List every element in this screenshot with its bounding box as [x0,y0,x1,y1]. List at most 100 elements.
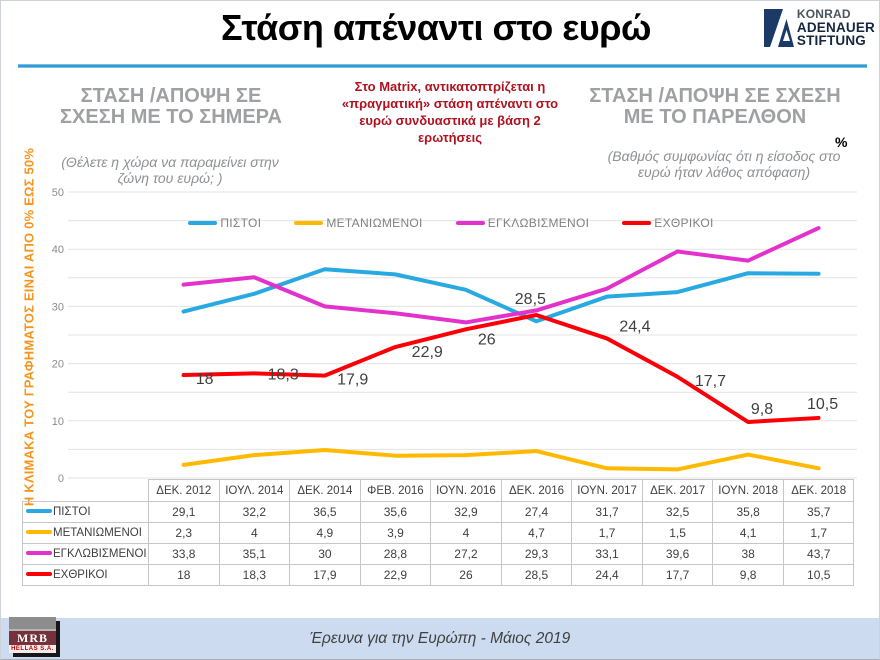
table-cell: 27,2 [430,543,502,565]
table-column-header: ΔΕΚ. 2014 [289,479,361,502]
table-cell: 26 [430,564,502,586]
table-cell: 32,2 [218,501,291,523]
y-tick-label: 40 [52,244,64,256]
mrb-logo: MRB HELLAS S.A. [9,617,56,653]
table-cell: 32,5 [641,501,714,523]
table-cell: 31,7 [571,501,643,523]
table-cell: 33,8 [148,543,220,565]
table-header-row: ΔΕΚ. 2012 ΙΟΥΛ. 2014 ΔΕΚ. 2014 ΦΕΒ. 2016 ΙΟΥ… [23,479,855,502]
data-label: 9,8 [751,401,773,418]
legend-label: ΕΓΚΛΩΒΙΣΜΕΝΟΙ [487,216,590,230]
page-title: Στάση απέναντι στο ευρώ [221,7,651,48]
table-column-header: ΔΕΚ. 2017 [641,479,714,502]
legend-swatch-icon [455,221,485,225]
data-label: 24,4 [619,318,650,335]
table-row-ΕΧΘΡΙΚΟΙ: ΕΧΘΡΙΚΟΙ 18 18,3 17,9 22,9 26 28,5 24,4 17,7 9,8 1… [22,564,855,586]
table-column-header: ΙΟΥΛ. 2014 [218,479,291,502]
data-label: 18 [196,371,214,388]
table-cell: 43,7 [782,543,855,565]
table-cell: 1,7 [571,522,643,544]
legend-item-ΠΙΣΤΟΙ: ΠΙΣΤΟΙ [188,216,261,230]
table-cell: 36,5 [289,501,361,523]
left-panel-title: ΣΤΑΣΗ /ΑΠΟΨΗ ΣΕ ΣΧΕΣΗ ΜΕ ΤΟ ΣΗΜΕΡΑ [60,85,282,128]
table-cell: 29,1 [148,501,220,523]
table-column-header: ΔΕΚ. 2016 [500,479,573,502]
table-cell: 28,8 [359,543,432,565]
series-line-ΠΙΣΤΟΙ [181,267,821,324]
table-column-header: ΔΕΚ. 2012 [148,479,220,502]
mrb-logo-subname: HELLAS S.A. [9,645,56,653]
table-cell: 1,5 [641,522,714,544]
table-cell: 27,4 [500,501,573,523]
table-cell: 39,6 [641,543,714,565]
data-label: 22,9 [412,344,443,361]
data-label: 17,9 [337,372,368,389]
row-swatch-icon [26,529,52,534]
legend-item-ΕΧΘΡΙΚΟΙ: ΕΧΘΡΙΚΟΙ [622,216,713,230]
row-swatch-icon [26,571,52,576]
y-tick-label: 10 [52,416,64,428]
table-cell: 1,7 [782,522,855,544]
y-tick-label: 50 [52,187,64,199]
table-cell: 29,3 [500,543,573,565]
kas-logo-mark-icon [763,9,794,47]
y-tick-label: 20 [52,359,64,371]
kas-brand-line3: STIFTUNG [796,33,866,48]
center-note: Στο Matrix, αντικατοπτρίζεται η «πραγματ… [341,79,559,145]
table-cell: 4,9 [289,522,361,544]
table-cell: 2,3 [148,522,220,544]
table-cell: 4 [430,522,502,544]
table-cell: 28,5 [500,564,573,586]
table-column-header: ΙΟΥΝ. 2017 [571,479,643,502]
data-label: 18,3 [268,366,299,383]
table-cell: 18,3 [218,564,291,586]
table-cell: 3,9 [359,522,432,544]
table-row-ΠΙΣΤΟΙ: ΠΙΣΤΟΙ 29,1 32,2 36,5 35,6 32,9 27,4 31,7 32,5 35… [22,501,855,523]
series-line-ΜΕΤΑΝΙΩΜΕΝΟΙ [181,447,821,472]
table-column-header: ΙΟΥΝ. 2018 [712,479,784,502]
table-cell: 17,7 [641,564,714,586]
kas-brand-line1: KONRAD [796,7,851,21]
table-cell: 22,9 [359,564,432,586]
table-row-label: ΜΕΤΑΝΙΩΜΕΝΟΙ [22,522,149,544]
row-swatch-icon [26,508,52,513]
table-cell: 35,6 [359,501,432,523]
table-cell: 4,1 [712,522,784,544]
table-cell: 33,1 [571,543,643,565]
legend-item-ΜΕΤΑΝΙΩΜΕΝΟΙ: ΜΕΤΑΝΙΩΜΕΝΟΙ [294,216,422,230]
legend-swatch-icon [294,221,324,225]
table-row-label: ΕΓΚΛΩΒΙΣΜΕΝΟΙ [22,543,149,565]
kas-logo-text: KONRAD ADENAUER STIFTUNG [796,7,875,48]
table-row-label: ΕΧΘΡΙΚΟΙ [22,564,149,586]
table-cell: 24,4 [571,564,643,586]
right-panel-subtitle: (Βαθμός συμφωνίας ότι η είσοδος στο ευρώ… [607,148,841,180]
legend-swatch-icon [188,221,218,225]
table-cell: 38 [712,543,784,565]
table-cell: 32,9 [430,501,502,523]
table-cell: 10,5 [782,564,855,586]
table-cell: 35,8 [712,501,784,523]
legend-item-ΕΓΚΛΩΒΙΣΜΕΝΟΙ: ΕΓΚΛΩΒΙΣΜΕΝΟΙ [455,216,590,230]
chart-legend: ΠΙΣΤΟΙ ΜΕΤΑΝΙΩΜΕΝΟΙ ΕΓΚΛΩΒΙΣΜΕΝΟΙ ΕΧΘΡΙΚΟΙ [51,216,851,230]
mrb-logo-band-icon [9,617,56,631]
series-line-ΕΓΚΛΩΒΙΣΜΕΝΟΙ [181,226,821,325]
footer-bar: Έρευνα για την Ευρώπη - Μάιος 2019 [1,618,879,659]
kas-brand-line2: ADENAUER [796,20,875,35]
table-column-header: ΙΟΥΝ. 2016 [430,479,502,502]
mrb-logo-name: MRB [9,631,56,645]
table-column-header: ΦΕΒ. 2016 [359,479,432,502]
y-tick-label: 30 [52,301,64,313]
table-cell: 35,1 [218,543,291,565]
kas-logo: KONRAD ADENAUER STIFTUNG [763,7,875,48]
table-row-label: ΠΙΣΤΟΙ [22,501,149,523]
legend-label: ΠΙΣΤΟΙ [220,216,262,230]
table-cell: 30 [289,543,361,565]
footer-caption: Έρευνα για την Ευρώπη - Μάιος 2019 [309,629,571,647]
table-cell: 9,8 [712,564,784,586]
y-axis-note: Η ΚΛΙΜΑΚΑ ΤΟΥ ΓΡΑΦΗΜΑΤΟΣ ΕΙΝΑΙ ΑΠΟ 0% ΕΩ… [21,147,37,507]
left-panel-subtitle: (Θέλετε η χώρα να παραμείνει στην ζώνη τ… [61,154,279,186]
data-label: 28,5 [515,291,546,308]
table-row-ΕΓΚΛΩΒΙΣΜΕΝΟΙ: ΕΓΚΛΩΒΙΣΜΕΝΟΙ 33,8 35,1 30 28,8 27,2 29,3 33,1 3… [22,543,855,565]
table-corner-cell [23,480,149,502]
